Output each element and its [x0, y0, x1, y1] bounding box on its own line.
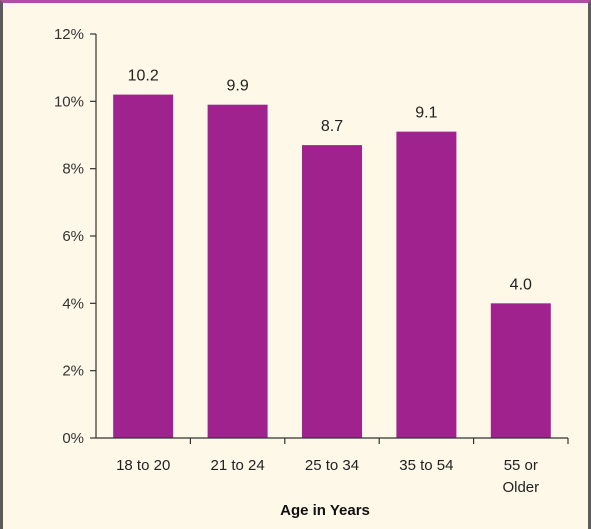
bar [396, 131, 457, 438]
y-tick-label: 4% [62, 295, 84, 312]
x-tick-label: 35 to 54 [399, 457, 453, 474]
bar [207, 104, 268, 438]
y-axis: 0% 2% 4% 6% 8% 10% 12% [54, 26, 97, 447]
bars: 10.2 9.9 8.7 9.1 4.0 [113, 68, 551, 438]
y-tick-label: 8% [62, 161, 84, 178]
data-label: 9.1 [415, 105, 437, 122]
y-tick-label: 6% [62, 228, 84, 245]
y-tick-label: 10% [54, 93, 84, 110]
x-axis-title: Age in Years [280, 502, 370, 519]
bar [490, 303, 551, 438]
bar [113, 94, 174, 438]
data-label: 4.0 [510, 276, 532, 293]
x-axis: 18 to 20 21 to 24 25 to 34 35 to 54 55 or Old… [96, 437, 569, 496]
x-tick-label: 55 or Older [502, 457, 539, 496]
bar [302, 145, 362, 438]
data-label: 9.9 [226, 78, 248, 95]
x-tick-label: 18 to 20 [116, 457, 170, 474]
y-tick-label: 0% [62, 430, 84, 447]
y-tick-label: 2% [62, 363, 84, 380]
x-tick-label: 21 to 24 [210, 457, 264, 474]
x-tick-label: 25 to 34 [305, 457, 359, 474]
data-label: 10.2 [128, 68, 159, 85]
y-tick-label: 12% [54, 26, 84, 43]
data-label: 8.7 [321, 118, 343, 135]
